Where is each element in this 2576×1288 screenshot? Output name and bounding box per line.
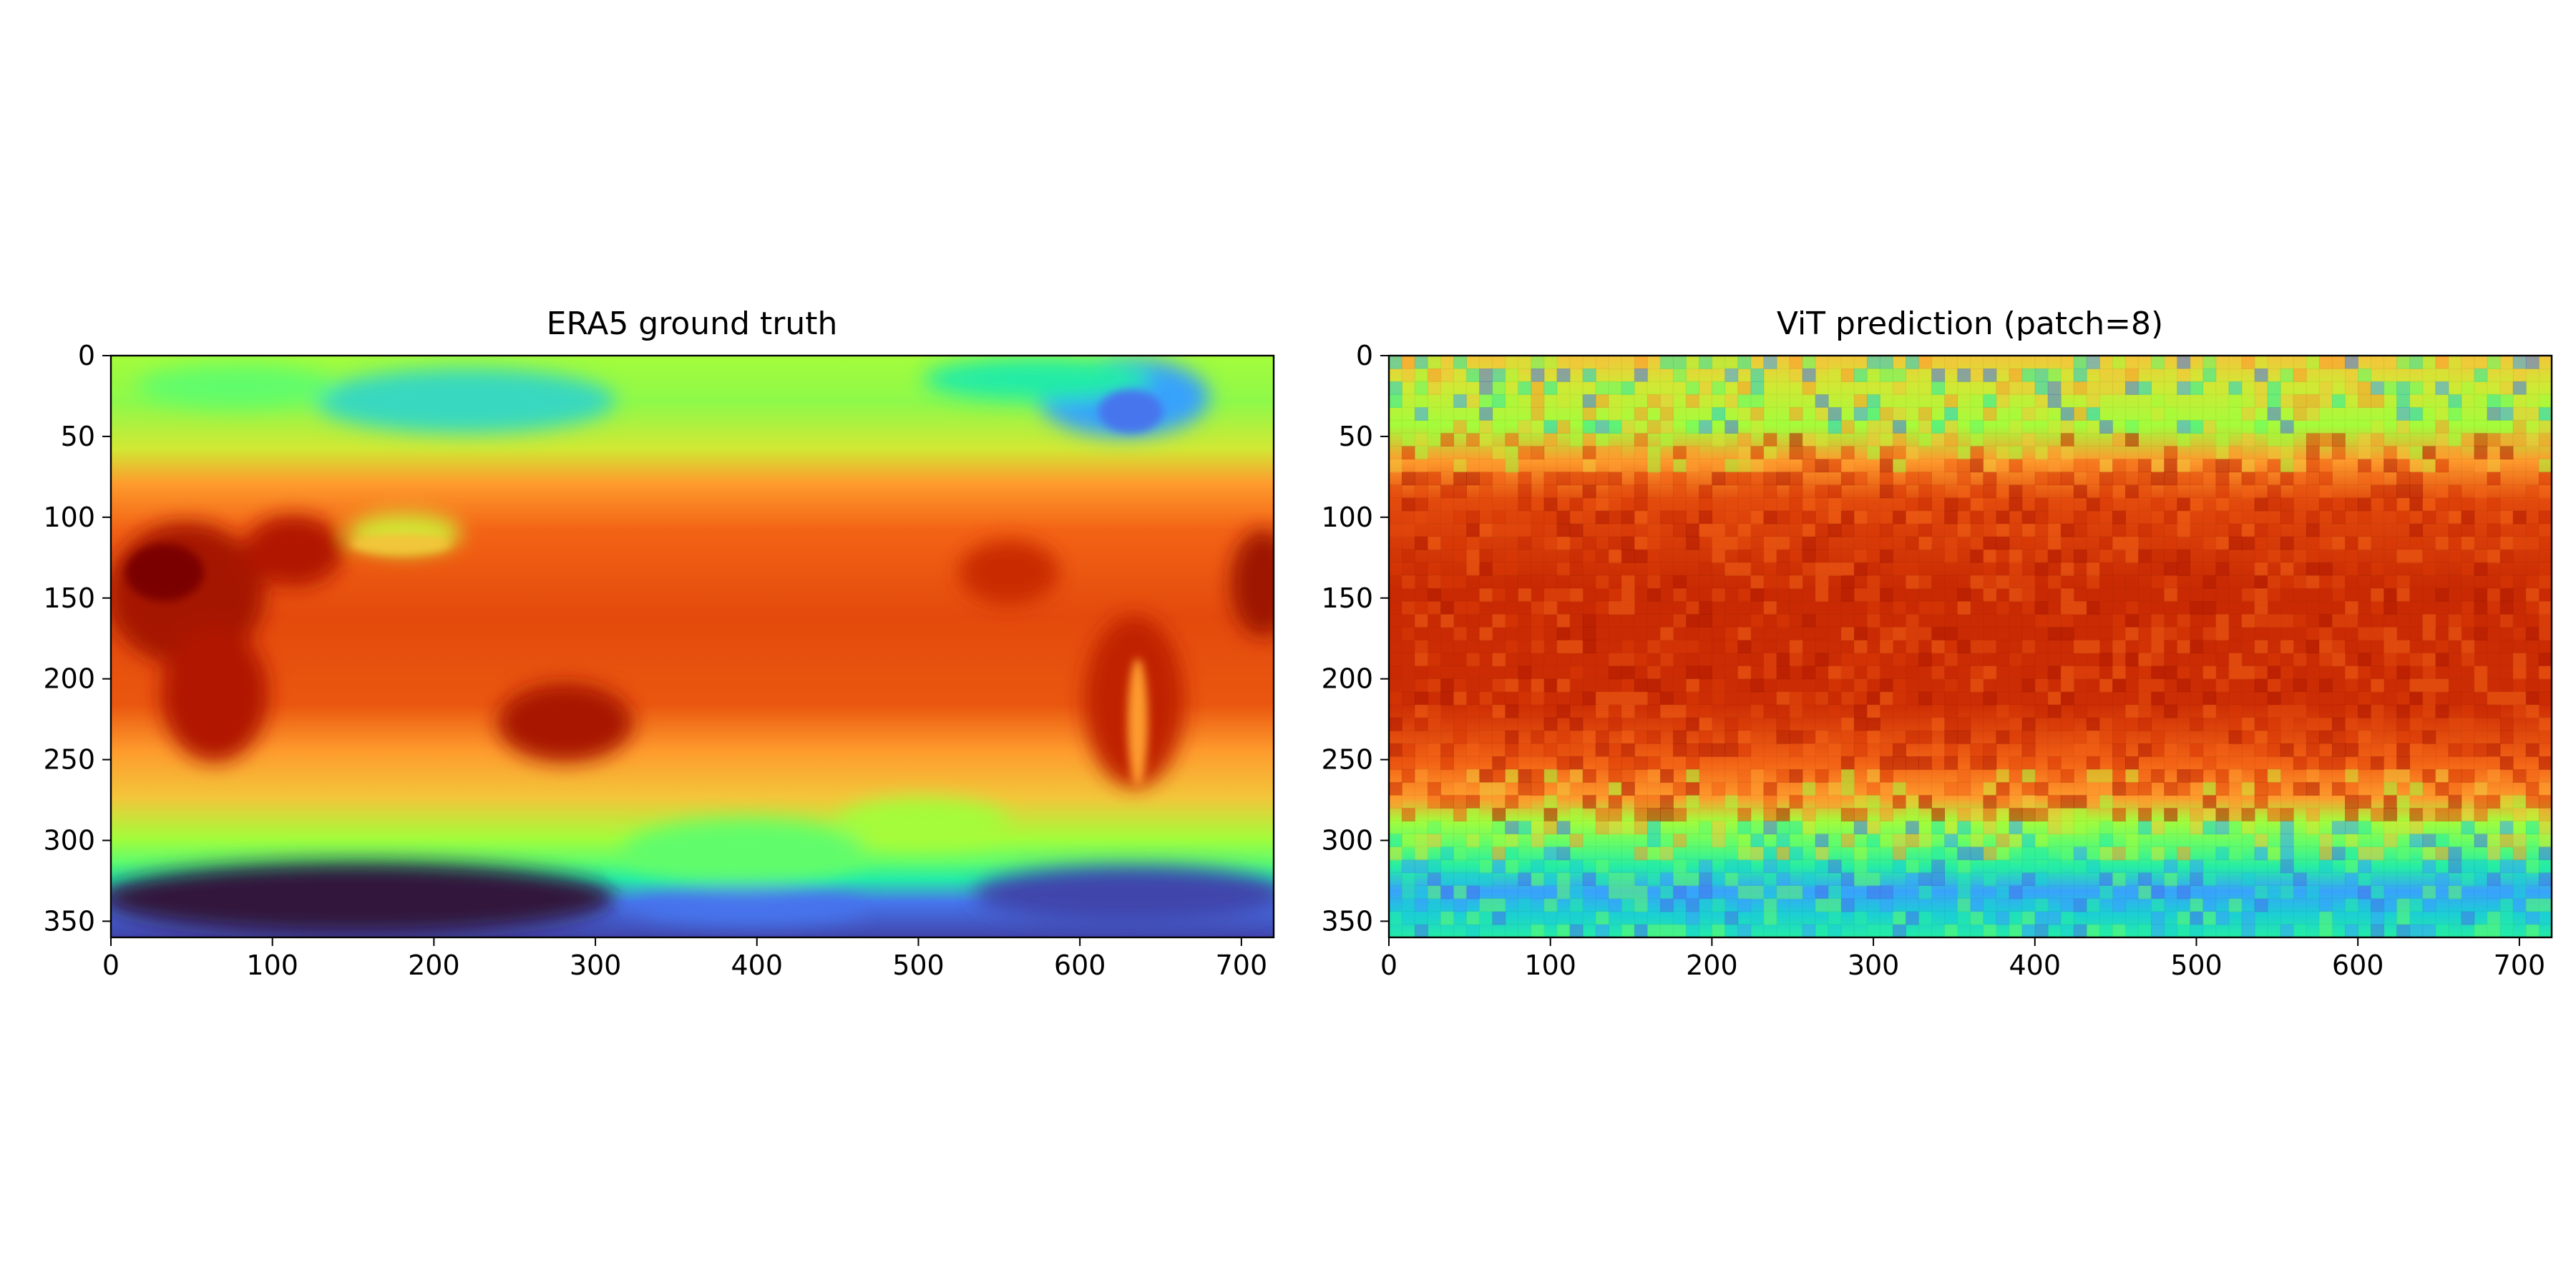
x-tick-label: 600 xyxy=(1054,950,1106,981)
era5-arctic-patch xyxy=(315,369,615,433)
vit-y-ticks: 0 50 100 150 200 250 300 350 xyxy=(1321,340,1389,937)
y-tick-label: 200 xyxy=(43,663,95,695)
era5-arctic-patch xyxy=(136,365,336,408)
x-tick-label: 400 xyxy=(2009,950,2062,981)
y-tick-label: 350 xyxy=(1321,905,1373,937)
era5-x-ticks: 0 100 200 300 400 500 600 700 xyxy=(102,937,1267,981)
era5-sahara-dark xyxy=(125,544,204,601)
vit-axes-frame xyxy=(1387,354,2553,939)
era5-southern-ocean xyxy=(837,798,1009,848)
era5-eastafrica-east xyxy=(1231,530,1274,637)
y-tick-label: 0 xyxy=(1356,340,1373,371)
y-tick-label: 350 xyxy=(43,905,95,937)
x-tick-label: 500 xyxy=(2170,950,2223,981)
era5-australia-hot xyxy=(497,683,633,762)
era5-africa-south xyxy=(161,626,268,762)
y-tick-label: 100 xyxy=(1321,502,1373,533)
y-tick-label: 150 xyxy=(43,582,95,614)
vit-heatmap xyxy=(1389,356,2552,937)
x-tick-label: 300 xyxy=(1848,950,1900,981)
era5-heatmap xyxy=(111,356,1274,937)
era5-fine-features xyxy=(125,390,1163,787)
panel-era5-title: ERA5 ground truth xyxy=(547,306,838,342)
y-tick-label: 300 xyxy=(43,825,95,857)
panel-era5: ERA5 ground truth xyxy=(43,306,1275,981)
y-tick-label: 300 xyxy=(1321,825,1373,857)
y-tick-label: 200 xyxy=(1321,663,1373,695)
x-tick-label: 200 xyxy=(1686,950,1738,981)
panel-vit-title: ViT prediction (patch=8) xyxy=(1777,306,2163,342)
x-tick-label: 700 xyxy=(2494,950,2546,981)
y-tick-label: 150 xyxy=(1321,582,1373,614)
x-tick-label: 0 xyxy=(102,950,119,981)
x-tick-label: 0 xyxy=(1380,950,1397,981)
era5-india-hot xyxy=(243,515,343,587)
era5-arctic-patch xyxy=(923,358,1152,401)
era5-antarctic-cold xyxy=(637,889,866,925)
y-tick-label: 100 xyxy=(43,502,95,533)
era5-antarctic-cold xyxy=(111,862,615,934)
era5-antarctic-cold xyxy=(973,866,1274,923)
x-tick-label: 200 xyxy=(408,950,460,981)
era5-andes xyxy=(1128,658,1148,787)
y-tick-label: 50 xyxy=(61,421,95,452)
panel-vit: ViT prediction (patch=8) 0 100 200 300 400 50… xyxy=(1321,306,2553,981)
era5-y-ticks: 0 50 100 150 200 250 300 350 xyxy=(43,340,111,937)
y-tick-label: 0 xyxy=(78,340,95,371)
x-tick-label: 100 xyxy=(1524,950,1576,981)
x-tick-label: 300 xyxy=(570,950,622,981)
y-tick-label: 250 xyxy=(43,744,95,776)
x-tick-label: 100 xyxy=(246,950,298,981)
y-tick-label: 250 xyxy=(1321,744,1373,776)
x-tick-label: 500 xyxy=(892,950,945,981)
x-tick-label: 700 xyxy=(1216,950,1268,981)
era5-southern-ocean xyxy=(623,819,866,884)
x-tick-label: 600 xyxy=(2332,950,2384,981)
era5-axes-frame xyxy=(109,354,1275,939)
era5-greenland xyxy=(1098,390,1163,433)
x-tick-label: 400 xyxy=(731,950,784,981)
y-tick-label: 50 xyxy=(1339,421,1373,452)
vit-patch-grid xyxy=(1389,356,2552,937)
vit-x-ticks: 0 100 200 300 400 500 600 700 xyxy=(1380,937,2545,981)
era5-mexico-warm xyxy=(959,540,1059,605)
era5-himalaya xyxy=(351,534,451,554)
